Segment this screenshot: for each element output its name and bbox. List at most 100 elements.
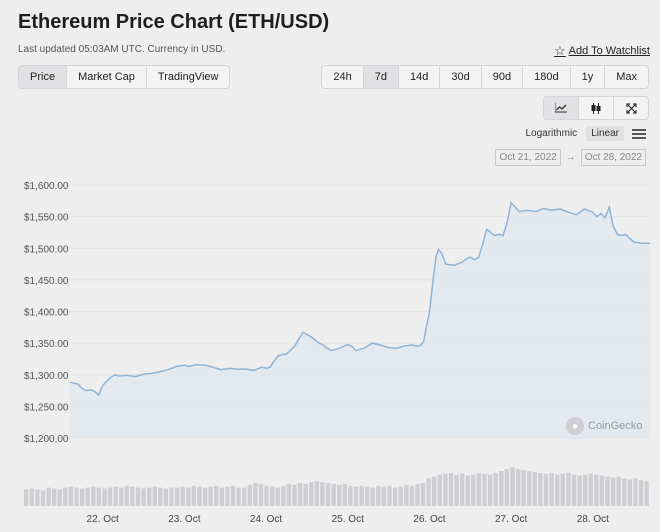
volume-bar [420, 483, 426, 506]
volume-bar [610, 477, 616, 506]
volume-bar [415, 483, 420, 506]
x-tick-label: 26. Oct [413, 514, 445, 525]
volume-bar [236, 487, 241, 506]
volume-bar [588, 473, 593, 506]
volume-bar [465, 475, 470, 506]
volume-bar [180, 486, 185, 506]
tab-price[interactable]: Price [19, 66, 68, 88]
range-180d[interactable]: 180d [523, 66, 571, 88]
range-7d[interactable]: 7d [363, 66, 400, 88]
volume-bar [409, 485, 415, 506]
volume-bar [141, 488, 146, 506]
volume-bar [504, 469, 510, 506]
volume-bar [247, 484, 252, 506]
volume-bar [582, 474, 588, 506]
volume-bar [432, 476, 437, 506]
range-max[interactable]: Max [616, 71, 637, 83]
volume-bar [560, 473, 565, 506]
volume-bar [644, 481, 649, 506]
line-chart-button[interactable] [544, 97, 579, 119]
volume-bar [454, 474, 459, 506]
volume-bar [29, 488, 34, 506]
expand-icon [625, 102, 637, 114]
volume-bar [348, 485, 353, 506]
volume-bar [96, 487, 102, 506]
range-30d[interactable]: 30d [440, 66, 482, 88]
hamburger-menu-icon[interactable] [632, 128, 646, 139]
last-updated-text: Last updated 05:03AM UTC. Currency in US… [18, 44, 226, 55]
volume-bar [264, 485, 269, 506]
add-to-watchlist-link[interactable]: ☆ Add To Watchlist [554, 43, 650, 59]
date-from-input[interactable]: Oct 21, 2022 [495, 149, 561, 166]
volume-bar [169, 487, 174, 506]
range-24h[interactable]: 24h [322, 66, 364, 88]
volume-bar [543, 473, 549, 506]
volume-bar [437, 474, 442, 506]
volume-bar [113, 486, 118, 506]
volume-bar [152, 486, 157, 506]
volume-bar [376, 485, 381, 506]
volume-bar [309, 482, 314, 506]
volume-bar [443, 473, 448, 506]
range-90d[interactable]: 90d [482, 66, 524, 88]
volume-bar [107, 487, 113, 506]
range-1y[interactable]: 1y [571, 66, 606, 88]
volume-bar [281, 485, 286, 506]
volume-bar [398, 486, 403, 506]
tab-market-cap[interactable]: Market Cap [67, 66, 147, 88]
date-to-input[interactable]: Oct 28, 2022 [580, 149, 646, 166]
range-14d[interactable]: 14d [399, 66, 441, 88]
volume-bar [174, 487, 180, 506]
volume-bar [476, 472, 482, 506]
volume-bar [331, 483, 336, 506]
y-tick-label: $1,300.00 [24, 371, 69, 382]
star-icon: ☆ [554, 43, 566, 58]
volume-bar [599, 475, 605, 506]
volume-bar [577, 475, 582, 506]
volume-bar [471, 474, 476, 506]
x-tick-label: 25. Oct [332, 514, 364, 525]
scale-linear[interactable]: Linear [586, 126, 624, 141]
volume-bar [638, 480, 644, 506]
tab-tradingview[interactable]: TradingView [157, 71, 219, 83]
volume-bar [515, 469, 521, 506]
volume-bar [230, 485, 236, 506]
volume-bar [79, 488, 85, 506]
volume-bar [370, 487, 375, 506]
volume-bar [342, 483, 347, 506]
scale-logarithmic[interactable]: Logarithmic [525, 128, 578, 139]
volume-bar [392, 487, 398, 506]
y-tick-label: $1,200.00 [24, 434, 69, 445]
volume-bar [63, 487, 68, 506]
volume-bar [482, 473, 487, 506]
volume-bar [253, 483, 258, 506]
candlestick-button[interactable] [579, 97, 614, 119]
fullscreen-button[interactable] [614, 97, 648, 119]
volume-bar [320, 482, 325, 506]
y-tick-label: $1,450.00 [24, 276, 69, 287]
volume-bar [337, 484, 342, 506]
candlestick-icon [591, 102, 601, 114]
range-tabs: 24h 7d 14d 30d 90d 180d 1y Max [321, 65, 649, 89]
volume-bar [214, 485, 219, 506]
volume-bar [57, 489, 62, 506]
arrow-right-icon: → [565, 152, 576, 163]
volume-bar [147, 487, 152, 506]
volume-bar [487, 474, 493, 506]
volume-bar [527, 471, 532, 506]
volume-bar [622, 478, 627, 506]
volume-bar [85, 487, 90, 506]
volume-bar [532, 472, 537, 506]
volume-bar [549, 472, 554, 506]
y-tick-label: $1,500.00 [24, 244, 69, 255]
x-tick-label: 27. Oct [495, 514, 527, 525]
volume-bar [119, 487, 124, 506]
volume-bar [242, 487, 247, 506]
volume-bar [493, 472, 498, 506]
volume-bar [627, 479, 632, 506]
scale-selector: Logarithmic Linear [520, 126, 646, 141]
volume-bar [74, 487, 79, 506]
price-chart[interactable]: $1,200.00 $1,250.00 $1,300.00 $1,350.00 $1,4… [0, 170, 660, 532]
volume-bar [359, 485, 364, 506]
volume-bar [158, 487, 163, 506]
